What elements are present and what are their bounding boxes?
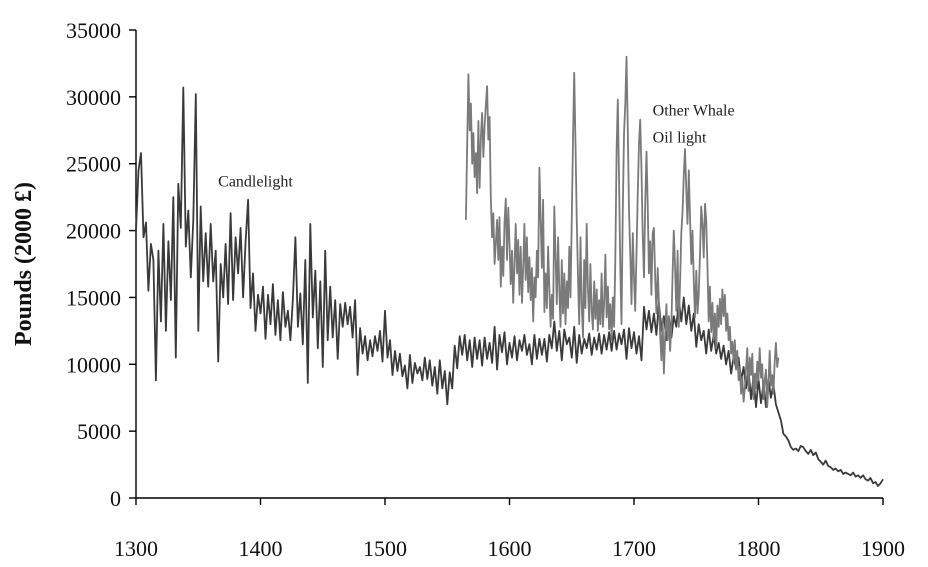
x-tick-label: 1600 [488, 536, 532, 561]
annotations: Candlelight Other Whale Oil light [218, 103, 734, 191]
x-tick-label: 1900 [861, 536, 905, 561]
y-tick-label: 30000 [66, 85, 121, 110]
y-tick-label: 20000 [66, 219, 121, 244]
series-line-candlelight [135, 86, 884, 487]
annotation-label: Candlelight [218, 173, 293, 190]
x-tick-label: 1800 [737, 536, 781, 561]
annotation-label: Other Whale [653, 103, 735, 120]
series-lines [135, 55, 884, 487]
y-tick-label: 5000 [77, 419, 121, 444]
x-tick-label: 1400 [239, 536, 283, 561]
x-tick-label: 1500 [363, 536, 407, 561]
x-tick-label: 1700 [612, 536, 656, 561]
x-tick-label: 1300 [114, 536, 158, 561]
y-tick-label: 10000 [66, 352, 121, 377]
annotation-label: Oil light [653, 129, 707, 146]
y-tick-label: 0 [110, 486, 121, 511]
ticks: 0 5000 10000 15000 20000 25000 30000 35000 1300 1… [66, 18, 905, 561]
y-tick-label: 35000 [66, 18, 121, 43]
y-tick-label: 25000 [66, 152, 121, 177]
y-tick-label: 15000 [66, 285, 121, 310]
y-axis-title: Pounds (2000 £) [11, 182, 37, 346]
series-line-whale-oil-light [465, 55, 780, 408]
